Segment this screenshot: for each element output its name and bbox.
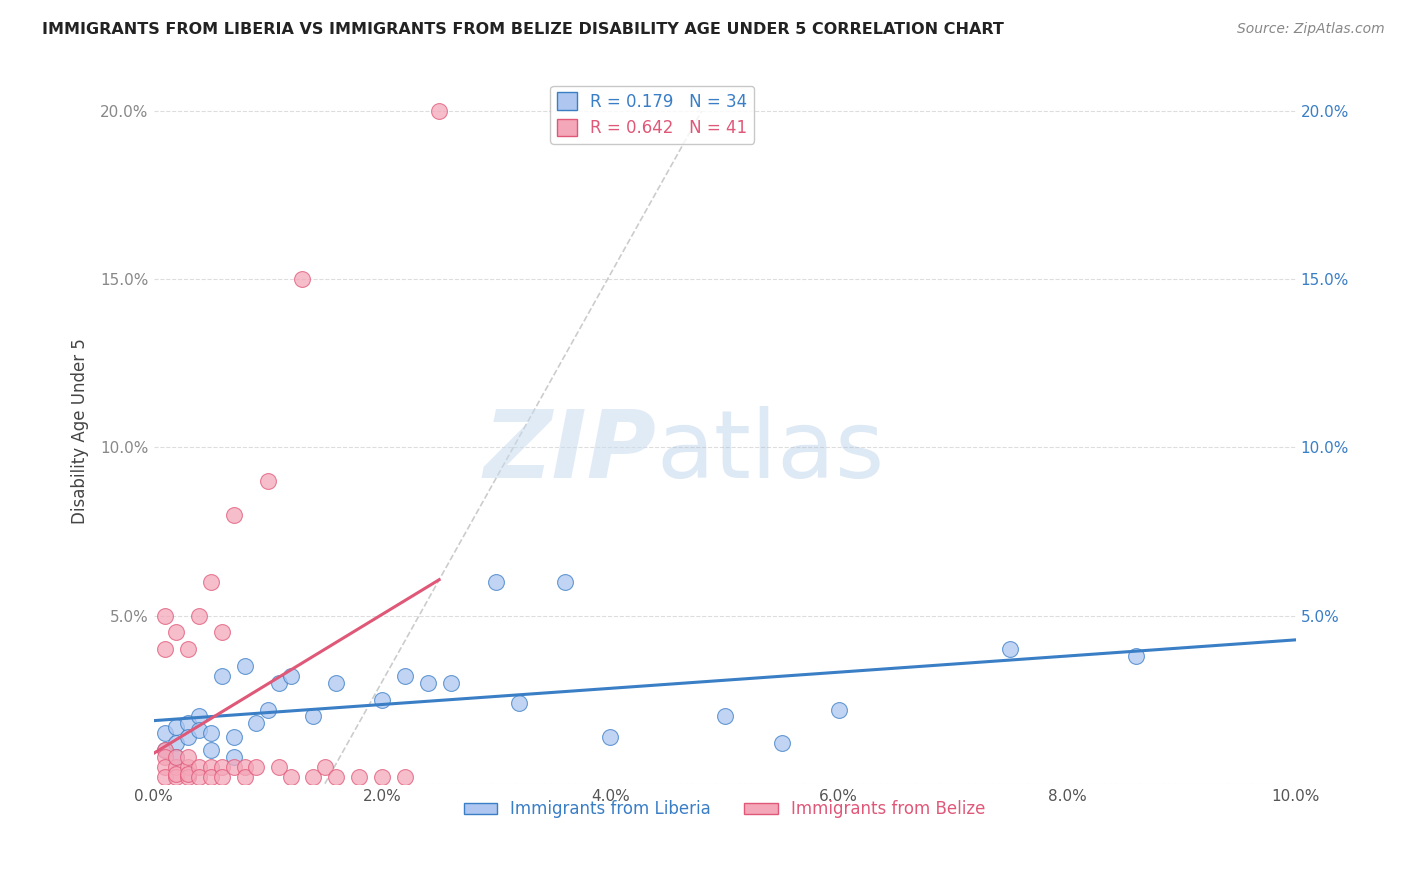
Point (153, 760, 176, 774)
Point (233, 770, 256, 784)
Text: Source: ZipAtlas.com: Source: ZipAtlas.com (1237, 22, 1385, 37)
Text: ZIP: ZIP (484, 406, 657, 498)
Y-axis label: Disability Age Under 5: Disability Age Under 5 (72, 338, 89, 524)
Point (211, 625, 233, 640)
Point (177, 766, 200, 780)
Point (302, 770, 325, 784)
Point (485, 574, 508, 589)
Point (200, 770, 222, 784)
Point (153, 608, 176, 623)
Point (200, 574, 222, 589)
Point (165, 760, 187, 774)
Point (439, 676, 461, 690)
Point (165, 736, 187, 750)
Point (256, 474, 278, 488)
Point (153, 726, 176, 740)
Point (508, 696, 530, 710)
Point (177, 749, 200, 764)
Point (371, 692, 394, 706)
Point (222, 760, 245, 774)
Point (828, 703, 851, 717)
Point (153, 749, 176, 764)
Point (325, 770, 347, 784)
Point (371, 770, 394, 784)
Point (280, 770, 302, 784)
Point (427, 104, 450, 119)
Point (394, 669, 416, 683)
Point (245, 716, 267, 731)
Point (245, 760, 267, 774)
Point (200, 760, 222, 774)
Point (394, 770, 416, 784)
Point (153, 770, 176, 784)
Point (554, 574, 576, 589)
Point (165, 625, 187, 640)
Point (165, 749, 187, 764)
Point (211, 770, 233, 784)
Point (177, 642, 200, 657)
Point (998, 642, 1021, 657)
Point (269, 676, 291, 690)
Point (165, 766, 187, 780)
Point (1125, 648, 1147, 663)
Point (211, 669, 233, 683)
Point (188, 770, 211, 784)
Point (291, 272, 314, 286)
Point (177, 716, 200, 731)
Point (280, 669, 302, 683)
Point (200, 743, 222, 757)
Point (153, 642, 176, 657)
Point (222, 749, 245, 764)
Point (165, 720, 187, 734)
Point (233, 760, 256, 774)
Point (713, 709, 735, 723)
Point (153, 743, 176, 757)
Point (770, 736, 793, 750)
Point (233, 659, 256, 673)
Point (153, 743, 176, 757)
Text: atlas: atlas (657, 406, 884, 498)
Point (347, 770, 370, 784)
Point (177, 760, 200, 774)
Point (200, 726, 222, 740)
Point (188, 608, 211, 623)
Point (416, 676, 439, 690)
Point (325, 676, 347, 690)
Point (177, 730, 200, 744)
Text: IMMIGRANTS FROM LIBERIA VS IMMIGRANTS FROM BELIZE DISABILITY AGE UNDER 5 CORRELA: IMMIGRANTS FROM LIBERIA VS IMMIGRANTS FR… (42, 22, 1004, 37)
Point (188, 709, 211, 723)
Point (269, 760, 291, 774)
Point (314, 760, 336, 774)
Point (211, 760, 233, 774)
Point (599, 730, 621, 744)
Point (222, 508, 245, 522)
Point (165, 749, 187, 764)
Legend: Immigrants from Liberia, Immigrants from Belize: Immigrants from Liberia, Immigrants from… (457, 794, 993, 825)
Point (188, 760, 211, 774)
Point (256, 703, 278, 717)
Point (302, 709, 325, 723)
Point (177, 770, 200, 784)
Point (222, 730, 245, 744)
Point (165, 770, 187, 784)
Point (188, 723, 211, 737)
